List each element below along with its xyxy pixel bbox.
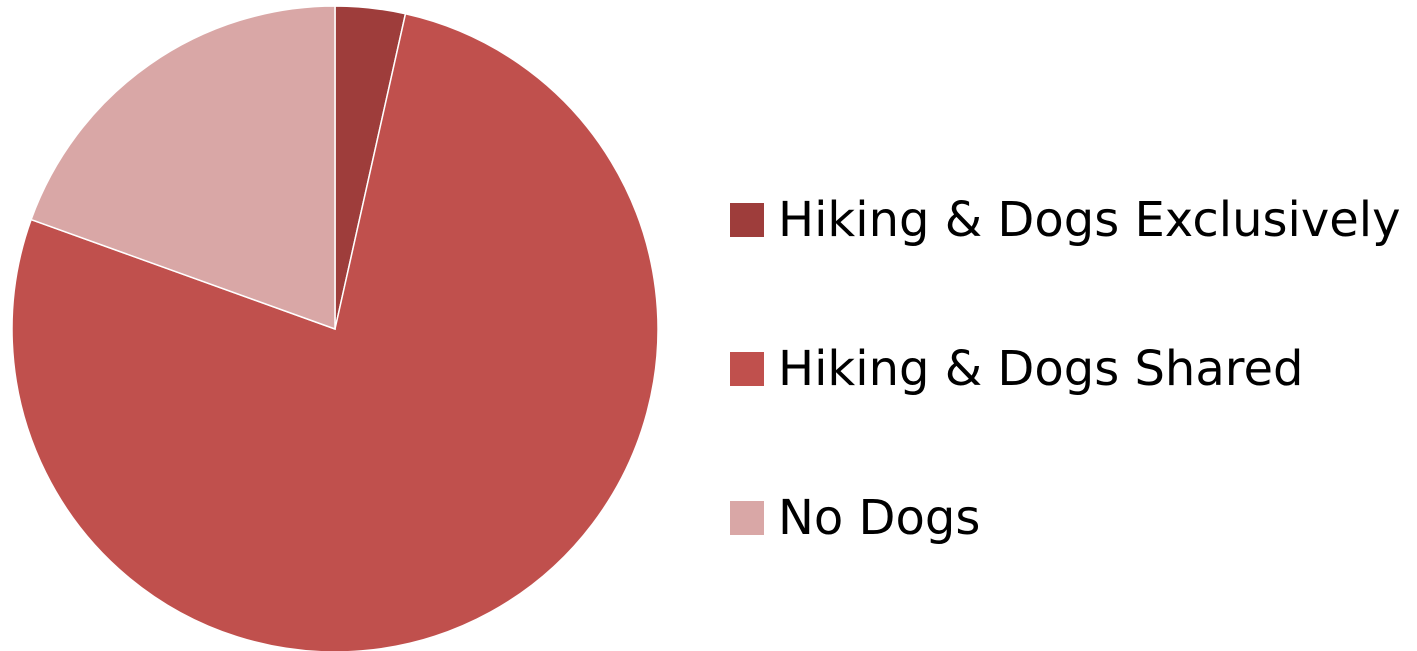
- legend-label-hiking-dogs-exclusively: Hiking & Dogs Exclusively: [778, 192, 1401, 248]
- legend-swatch-no-dogs: [730, 501, 764, 535]
- pie-slice-no-dogs: [30, 5, 336, 331]
- legend-item-hiking-dogs-shared: Hiking & Dogs Shared: [730, 337, 1410, 401]
- legend-item-no-dogs: No Dogs: [730, 486, 1410, 550]
- legend-swatch-hiking-dogs-exclusively: [730, 203, 764, 237]
- pie-slice-hiking-dogs-shared: [11, 12, 659, 651]
- legend-item-hiking-dogs-exclusively: Hiking & Dogs Exclusively: [730, 188, 1410, 252]
- legend-swatch-hiking-dogs-shared: [730, 352, 764, 386]
- pie-plot-area: [11, 5, 659, 651]
- legend-label-no-dogs: No Dogs: [778, 490, 981, 546]
- legend-label-hiking-dogs-shared: Hiking & Dogs Shared: [778, 341, 1304, 397]
- legend: Hiking & Dogs Exclusively Hiking & Dogs …: [730, 188, 1410, 550]
